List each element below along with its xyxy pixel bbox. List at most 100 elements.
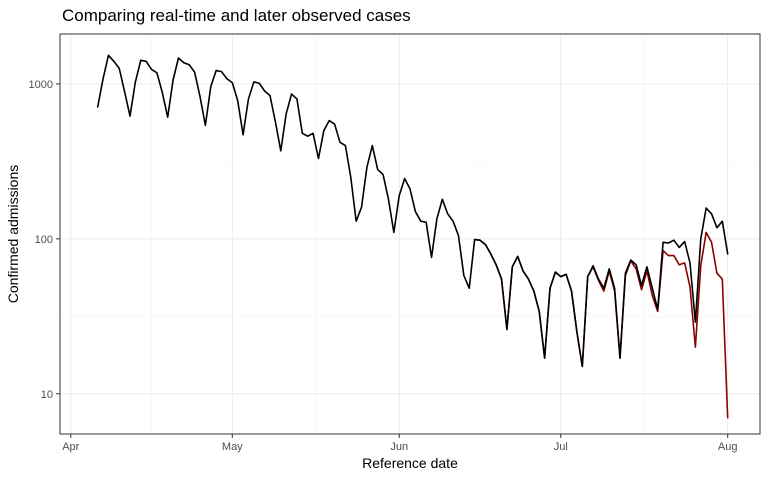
- series-1-point: [603, 290, 605, 292]
- y-tick-label: 100: [35, 234, 53, 246]
- series-2-point: [474, 239, 476, 241]
- series-2-point: [652, 287, 654, 289]
- series-2-point: [318, 158, 320, 160]
- series-2-point: [646, 266, 648, 268]
- series-2-point: [334, 123, 336, 125]
- series-1-point: [652, 295, 654, 297]
- series-2-point: [517, 256, 519, 258]
- series-2-point: [695, 321, 697, 323]
- series-2-point: [210, 86, 212, 88]
- series-2-point: [253, 81, 255, 83]
- x-axis-label: Reference date: [362, 455, 458, 471]
- series-2-point: [420, 220, 422, 222]
- series-2-point: [506, 329, 508, 331]
- series-2-point: [232, 82, 234, 84]
- series-2-point: [619, 357, 621, 359]
- series-2-point: [468, 287, 470, 289]
- series-1-point: [673, 255, 675, 257]
- series-2-point: [657, 309, 659, 311]
- series-2-point: [140, 60, 142, 62]
- series-2-point: [275, 121, 277, 123]
- series-1-point: [711, 242, 713, 244]
- series-2-point: [156, 72, 158, 74]
- series-2-point: [307, 135, 309, 137]
- series-1-point: [716, 272, 718, 274]
- series-2-point: [560, 276, 562, 278]
- y-axis-label: Confirmed admissions: [5, 165, 21, 304]
- plot-panel-border: [59, 33, 761, 435]
- series-2-point: [312, 133, 314, 135]
- series-2-point: [323, 130, 325, 132]
- grid: [60, 34, 760, 434]
- series-2-point: [555, 271, 557, 273]
- series-1-point: [727, 417, 729, 419]
- series-2-point: [183, 62, 185, 64]
- series-2-point: [129, 115, 131, 117]
- series-2-point: [538, 311, 540, 313]
- series-2-point: [608, 268, 610, 270]
- series-2-point: [124, 91, 126, 93]
- series-2-point: [118, 68, 120, 70]
- series-2-point: [393, 232, 395, 234]
- series-2-point: [345, 145, 347, 147]
- series-2-point: [242, 134, 244, 136]
- series-2-point: [328, 120, 330, 122]
- series-2-point: [269, 95, 271, 97]
- chart-title: Comparing real-time and later observed c…: [62, 6, 411, 25]
- series-1-point: [695, 346, 697, 348]
- series-1-point: [689, 286, 691, 288]
- series-2-point: [188, 64, 190, 66]
- series-2-point: [533, 290, 535, 292]
- x-tick-label: Jul: [554, 441, 568, 453]
- series-2-point: [625, 272, 627, 274]
- series-2-point: [485, 244, 487, 246]
- series-2-point: [431, 257, 433, 259]
- series-2-point: [280, 150, 282, 152]
- series-2-point: [226, 78, 228, 80]
- series-2-point: [528, 278, 530, 280]
- series-2-point: [587, 276, 589, 278]
- series-2-point: [296, 98, 298, 100]
- x-tick-label: Apr: [62, 441, 79, 453]
- series-2-point: [350, 176, 352, 178]
- series-1-point: [684, 262, 686, 264]
- series-2-point: [398, 195, 400, 197]
- series-line-2: [96, 54, 729, 368]
- series-2-point: [442, 199, 444, 201]
- series-2-point: [221, 71, 223, 73]
- series-2-point: [641, 285, 643, 287]
- series-1-point: [722, 278, 724, 280]
- series-2-point: [436, 218, 438, 220]
- series-2-point: [668, 242, 670, 244]
- series-2-point: [614, 287, 616, 289]
- series-2-point: [425, 221, 427, 223]
- x-tick-label: Aug: [718, 441, 738, 453]
- series-2-point: [162, 92, 164, 94]
- x-tick-label: May: [222, 441, 243, 453]
- series-2-point: [571, 290, 573, 292]
- series-2-point: [178, 57, 180, 59]
- series-2-point: [361, 206, 363, 208]
- series-2-point: [458, 235, 460, 237]
- series-2-point: [167, 116, 169, 118]
- series-2-point: [678, 247, 680, 249]
- series-2-point: [705, 207, 707, 209]
- series-1-point: [678, 264, 680, 266]
- series-2-point: [522, 270, 524, 272]
- series-2-point: [630, 259, 632, 261]
- y-tick-label: 1000: [29, 79, 53, 91]
- series-2-point: [447, 213, 449, 215]
- series-2-point: [377, 169, 379, 171]
- series-1-point: [705, 232, 707, 234]
- series-2-point: [355, 220, 357, 222]
- series-2-point: [382, 174, 384, 176]
- series-2-point: [388, 199, 390, 201]
- series-2-point: [215, 70, 217, 72]
- series-2-point: [711, 213, 713, 215]
- series-2-point: [409, 188, 411, 190]
- series-2-point: [452, 220, 454, 222]
- series-2-point: [172, 79, 174, 81]
- series-2-point: [135, 81, 137, 83]
- series-2-point: [264, 90, 266, 92]
